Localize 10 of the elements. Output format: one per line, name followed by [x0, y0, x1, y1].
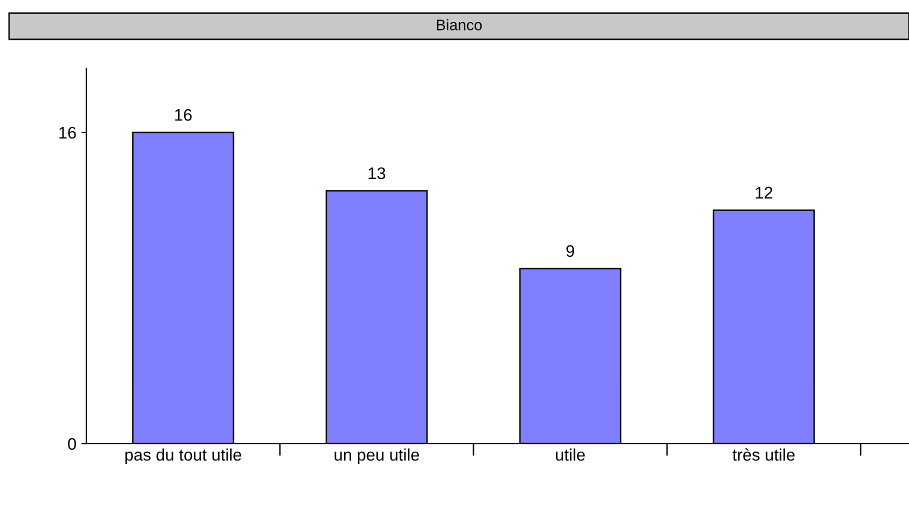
- x-tick-label: un peu utile: [334, 448, 420, 464]
- x-tick-label: très utile: [732, 448, 795, 461]
- y-tick-label: 0: [68, 438, 76, 450]
- data-label: 13: [368, 167, 386, 180]
- x-tick-label: utile: [556, 448, 585, 461]
- chart-title: Bianco: [436, 19, 482, 30]
- data-label: 16: [175, 109, 192, 121]
- x-tick-label: pas du tout utile: [125, 448, 242, 464]
- data-label: 9: [566, 245, 574, 257]
- data-label: 12: [756, 186, 772, 198]
